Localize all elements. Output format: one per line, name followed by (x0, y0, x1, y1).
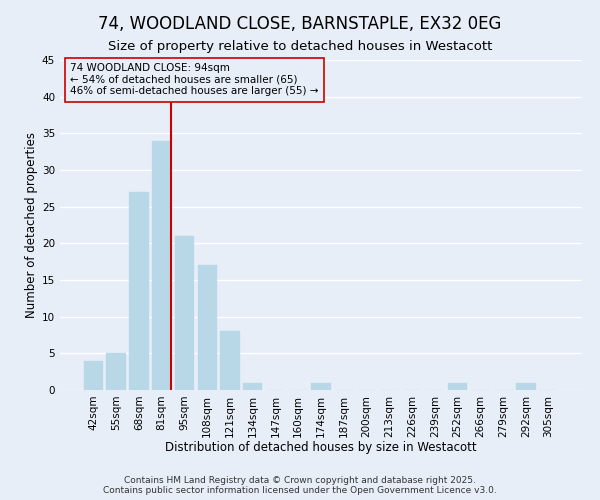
Bar (220, 332, 239, 390)
Bar (311, 382, 331, 390)
Bar (129, 192, 149, 390)
Text: 74 WOODLAND CLOSE: 94sqm
← 54% of detached houses are smaller (65)
46% of semi-d: 74 WOODLAND CLOSE: 94sqm ← 54% of detach… (70, 64, 319, 96)
X-axis label: Distribution of detached houses by size in Westacott: Distribution of detached houses by size … (165, 441, 477, 454)
Y-axis label: Number of detached properties: Number of detached properties (25, 132, 38, 318)
Text: 74, WOODLAND CLOSE, BARNSTAPLE, EX32 0EG: 74, WOODLAND CLOSE, BARNSTAPLE, EX32 0EG (98, 15, 502, 33)
Bar (106, 354, 126, 390)
Bar (448, 382, 467, 390)
Bar (152, 140, 172, 390)
Bar (84, 360, 103, 390)
Text: Contains HM Land Registry data © Crown copyright and database right 2025.
Contai: Contains HM Land Registry data © Crown c… (103, 476, 497, 495)
Text: Size of property relative to detached houses in Westacott: Size of property relative to detached ho… (108, 40, 492, 53)
Bar (175, 236, 194, 390)
Bar (197, 266, 217, 390)
Bar (243, 382, 262, 390)
Bar (516, 382, 536, 390)
